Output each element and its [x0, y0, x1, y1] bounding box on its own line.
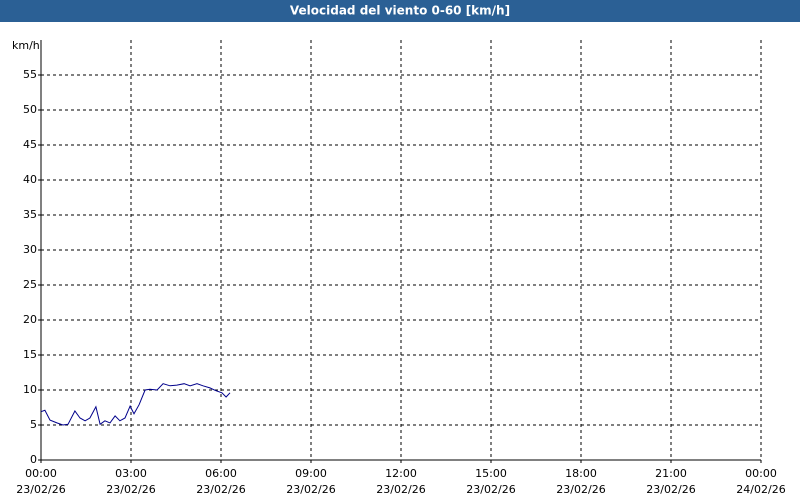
x-tick-date: 23/02/26	[646, 483, 695, 496]
y-tick-label: 30	[23, 243, 37, 256]
y-tick-label: 20	[23, 313, 37, 326]
y-axis-label: km/h	[12, 39, 40, 52]
x-tick-label: 00:00	[25, 467, 57, 480]
y-tick-label: 45	[23, 138, 37, 151]
x-tick-label: 06:00	[205, 467, 237, 480]
x-tick-date: 24/02/26	[736, 483, 785, 496]
x-tick-label: 09:00	[295, 467, 327, 480]
x-tick-label: 18:00	[565, 467, 597, 480]
title-bar	[0, 0, 800, 22]
x-tick-label: 03:00	[115, 467, 147, 480]
x-tick-date: 23/02/26	[376, 483, 425, 496]
y-tick-label: 50	[23, 103, 37, 116]
y-tick-label: 55	[23, 68, 37, 81]
y-tick-label: 10	[23, 383, 37, 396]
x-tick-label: 21:00	[655, 467, 687, 480]
y-tick-label: 0	[30, 453, 37, 466]
y-tick-label: 35	[23, 208, 37, 221]
x-tick-date: 23/02/26	[556, 483, 605, 496]
chart-title: Velocidad del viento 0-60 [km/h]	[290, 4, 510, 18]
y-tick-label: 40	[23, 173, 37, 186]
x-tick-date: 23/02/26	[196, 483, 245, 496]
data-line	[40, 383, 231, 426]
x-tick-date: 23/02/26	[466, 483, 515, 496]
y-tick-label: 25	[23, 278, 37, 291]
x-tick-label: 00:00	[745, 467, 777, 480]
y-tick-label: 5	[30, 418, 37, 431]
x-tick-date: 23/02/26	[106, 483, 155, 496]
x-tick-label: 15:00	[475, 467, 507, 480]
x-tick-label: 12:00	[385, 467, 417, 480]
x-tick-date: 23/02/26	[16, 483, 65, 496]
y-tick-label: 15	[23, 348, 37, 361]
x-tick-date: 23/02/26	[286, 483, 335, 496]
